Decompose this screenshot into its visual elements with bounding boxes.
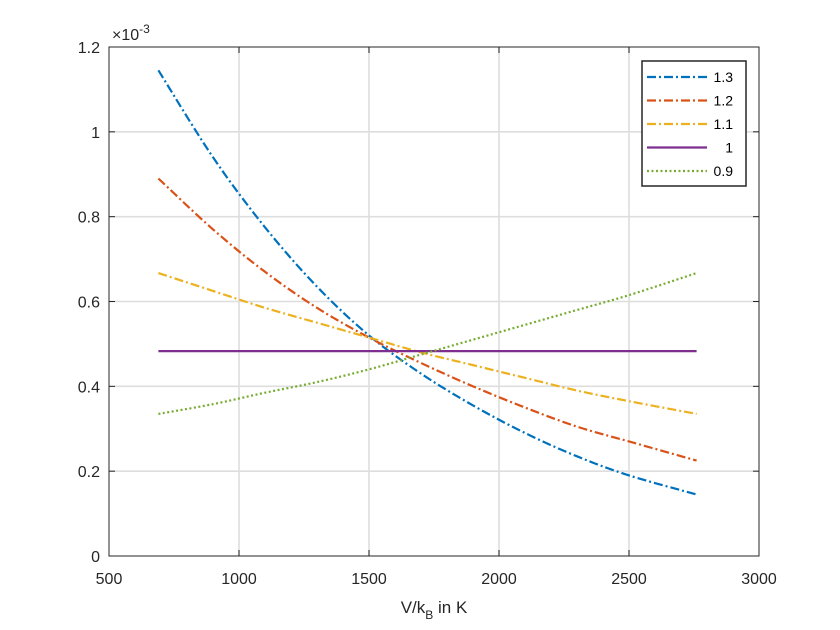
legend-label-1: 1 <box>725 140 733 156</box>
legend-label-1.1: 1.1 <box>714 116 734 132</box>
y-tick-label: 1.2 <box>78 40 100 57</box>
x-tick-label: 500 <box>96 571 123 588</box>
ticks <box>108 46 760 557</box>
axis-exponent-label: ×10-3 <box>112 22 150 44</box>
y-tick-label: 1 <box>91 125 100 142</box>
series-line-1.1 <box>158 272 697 415</box>
x-tick-label: 3000 <box>741 571 777 588</box>
x-axis-label: V/kB in K <box>401 598 468 622</box>
y-tick-label: 0.4 <box>78 379 100 396</box>
legend-label-1.2: 1.2 <box>714 93 734 109</box>
series-group <box>157 69 697 496</box>
x-tick-label: 2000 <box>481 571 517 588</box>
y-tick-label: 0.6 <box>78 295 100 312</box>
legend-label-1.3: 1.3 <box>714 69 734 85</box>
y-tick-label: 0.8 <box>78 210 100 227</box>
series-line-1.3 <box>157 69 697 496</box>
x-tick-label: 2500 <box>611 571 647 588</box>
tick-labels: 500 1000 1500 2000 2500 3000 0 0.2 0.4 0.6 0.8 1 1.2 <box>78 40 777 588</box>
y-tick-label: 0 <box>91 549 100 566</box>
legend-label-0.9: 0.9 <box>714 163 734 179</box>
grid <box>109 47 759 556</box>
y-tick-label: 0.2 <box>78 464 100 481</box>
legend: 1.3 1.2 1.1 1 0.9 <box>641 60 747 187</box>
x-tick-label: 1500 <box>351 571 387 588</box>
x-tick-label: 1000 <box>221 571 257 588</box>
